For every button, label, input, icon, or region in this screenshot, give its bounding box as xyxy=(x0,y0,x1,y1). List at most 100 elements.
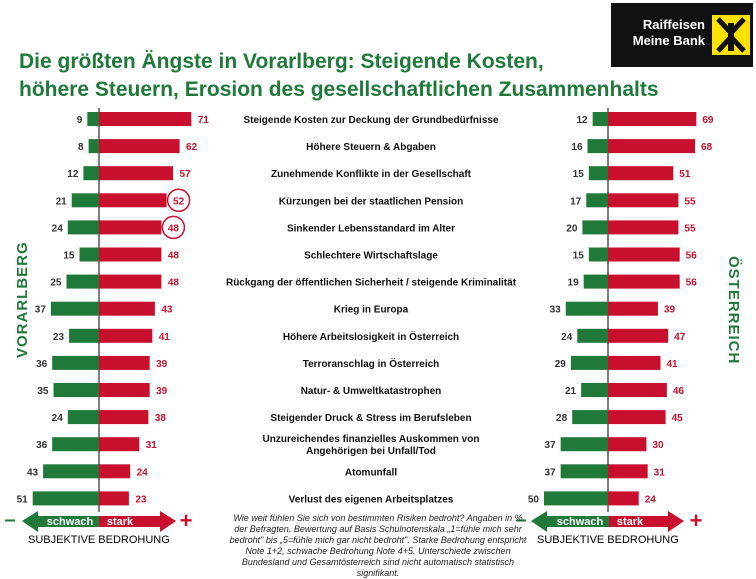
category-label: Höhere Arbeitslosigkeit in Österreich xyxy=(283,330,459,343)
label-vorarlberg-weak: 36 xyxy=(36,359,48,370)
category-label: Rückgang der öffentlichen Sicherheit / s… xyxy=(226,278,517,289)
label-oesterreich-weak: 28 xyxy=(556,413,568,424)
label-vorarlberg-weak: 25 xyxy=(50,278,62,289)
label-oesterreich-weak: 16 xyxy=(571,142,583,153)
label-vorarlberg-strong: 43 xyxy=(161,305,173,316)
category-label: Natur- & Umweltkatastrophen xyxy=(301,386,442,397)
bar-oesterreich-strong xyxy=(608,112,697,126)
label-vorarlberg-strong: 62 xyxy=(186,142,198,153)
bar-oesterreich-strong xyxy=(608,193,679,208)
raiffeisen-logo: Raiffeisen Meine Bank xyxy=(611,3,753,67)
label-oesterreich-weak: 37 xyxy=(545,467,557,478)
chart-row: 51 23 Verlust des eigenen Arbeitsplatzes 50… xyxy=(17,491,656,506)
label-oesterreich-weak: 24 xyxy=(561,332,573,343)
chart-row: 12 57 Zunehmende Konflikte in der Gesellsc… xyxy=(67,166,691,181)
chart-row: 24 48 Sinkender Lebensstandard im Alter 20 5… xyxy=(52,215,696,240)
highlight-circle xyxy=(161,215,186,240)
label-vorarlberg-weak: 12 xyxy=(67,169,79,180)
label-oesterreich-strong: 55 xyxy=(684,196,696,207)
label-oesterreich-strong: 51 xyxy=(679,169,691,180)
label-oesterreich-strong: 45 xyxy=(672,413,684,424)
label-oesterreich-weak: 29 xyxy=(555,359,567,370)
bar-oesterreich-strong xyxy=(608,166,674,181)
bar-oesterreich-weak xyxy=(592,112,608,126)
chart-row: 35 39 Natur- & Umweltkatastrophen 21 46 xyxy=(37,383,684,397)
logo-line2: Meine Bank xyxy=(632,33,705,48)
legend-right-weak-arrow xyxy=(531,511,609,532)
label-oesterreich-strong: 31 xyxy=(654,467,666,478)
label-vorarlberg-weak: 15 xyxy=(63,251,75,262)
bar-vorarlberg-strong xyxy=(99,410,149,425)
raiffeisen-gable-cross-icon xyxy=(712,15,750,55)
bar-vorarlberg-strong xyxy=(99,274,162,289)
bar-oesterreich-weak xyxy=(577,328,608,343)
highlight-circle xyxy=(166,188,191,213)
bar-oesterreich-weak xyxy=(586,193,608,208)
bar-vorarlberg-strong xyxy=(99,139,180,154)
label-oesterreich-strong: 41 xyxy=(666,359,678,370)
legend-left-weak-label: schwach xyxy=(47,516,94,528)
label-vorarlberg-weak: 23 xyxy=(53,332,65,343)
bar-oesterreich-weak xyxy=(565,301,608,316)
bar-vorarlberg-weak xyxy=(69,328,99,343)
category-label: Kürzungen bei der staatlichen Pension xyxy=(279,196,463,207)
bar-oesterreich-weak xyxy=(582,220,608,235)
bar-oesterreich-strong xyxy=(608,355,661,370)
label-oesterreich-weak: 12 xyxy=(577,115,589,126)
chart-row: 43 24 Atomunfall 37 31 xyxy=(27,464,666,479)
chart-row: 15 48 Schlechtere Wirtschaftslage 15 56 xyxy=(63,247,697,262)
legend-right: – schwach stark + xyxy=(515,508,702,533)
bar-vorarlberg-weak xyxy=(43,464,99,479)
label-oesterreich-strong: 46 xyxy=(673,386,685,397)
chart-row: 25 48 Rückgang der öffentlichen Sicherheit… xyxy=(50,274,698,289)
bar-vorarlberg-weak xyxy=(87,112,99,126)
bar-oesterreich-weak xyxy=(570,355,608,370)
bar-vorarlberg-weak xyxy=(52,437,99,452)
category-label: Atomunfall xyxy=(345,467,397,478)
chart-row: 36 31 Unzureichendes finanzielles Auskomme… xyxy=(36,434,664,457)
label-vorarlberg-strong: 57 xyxy=(180,169,192,180)
bar-vorarlberg-weak xyxy=(66,274,99,289)
legend-left-strong-arrow xyxy=(99,511,176,532)
label-oesterreich-strong: 56 xyxy=(686,278,698,289)
bar-oesterreich-strong xyxy=(608,437,647,452)
bar-oesterreich-strong xyxy=(608,247,680,262)
label-oesterreich-weak: 37 xyxy=(545,440,557,451)
chart-row: 23 41 Höhere Arbeitslosigkeit in Österreic… xyxy=(53,328,686,343)
footnote: Wie weit fühlen Sie sich von bestimmten … xyxy=(229,513,527,578)
legend-right-strong-arrow xyxy=(609,511,684,532)
bar-vorarlberg-strong xyxy=(99,301,155,316)
bar-oesterreich-strong xyxy=(608,383,667,397)
bar-oesterreich-strong xyxy=(608,274,680,289)
bar-oesterreich-weak xyxy=(583,274,608,289)
label-oesterreich-strong: 55 xyxy=(684,223,696,234)
legend-right-weak-label: schwach xyxy=(557,516,604,528)
bar-vorarlberg-strong xyxy=(99,355,150,370)
label-oesterreich-weak: 50 xyxy=(528,494,540,505)
category-label: Höhere Steuern & Abgaben xyxy=(306,142,436,153)
category-label: Schlechtere Wirtschaftslage xyxy=(304,251,438,262)
label-vorarlberg-weak: 37 xyxy=(35,305,47,316)
label-vorarlberg-weak: 36 xyxy=(36,440,48,451)
label-vorarlberg-weak: 9 xyxy=(77,115,83,126)
chart-row: 36 39 Terroranschlag in Österreich 29 41 xyxy=(36,355,678,370)
bar-oesterreich-strong xyxy=(608,220,679,235)
legend-right-plus: + xyxy=(690,508,703,533)
label-vorarlberg-strong: 38 xyxy=(155,413,167,424)
bar-vorarlberg-weak xyxy=(71,193,99,208)
label-vorarlberg-weak: 51 xyxy=(17,494,29,505)
bar-vorarlberg-strong xyxy=(99,464,131,479)
label-vorarlberg-weak: 35 xyxy=(37,386,49,397)
label-vorarlberg-strong: 23 xyxy=(135,494,147,505)
label-vorarlberg-strong: 48 xyxy=(168,251,180,262)
logo-line1: Raiffeisen xyxy=(642,17,705,32)
category-label: Steigende Kosten zur Deckung der Grundbe… xyxy=(243,115,498,126)
label-vorarlberg-strong: 52 xyxy=(173,196,185,207)
category-label: Unzureichendes finanzielles Auskommen vo… xyxy=(263,434,480,457)
bar-oesterreich-strong xyxy=(608,328,669,343)
label-vorarlberg-strong: 48 xyxy=(168,223,180,234)
chart-row: 9 71 Steigende Kosten zur Deckung der Grun… xyxy=(77,112,714,126)
footer-label-left: SUBJEKTIVE BEDROHUNG xyxy=(28,534,170,546)
bar-vorarlberg-weak xyxy=(67,220,99,235)
